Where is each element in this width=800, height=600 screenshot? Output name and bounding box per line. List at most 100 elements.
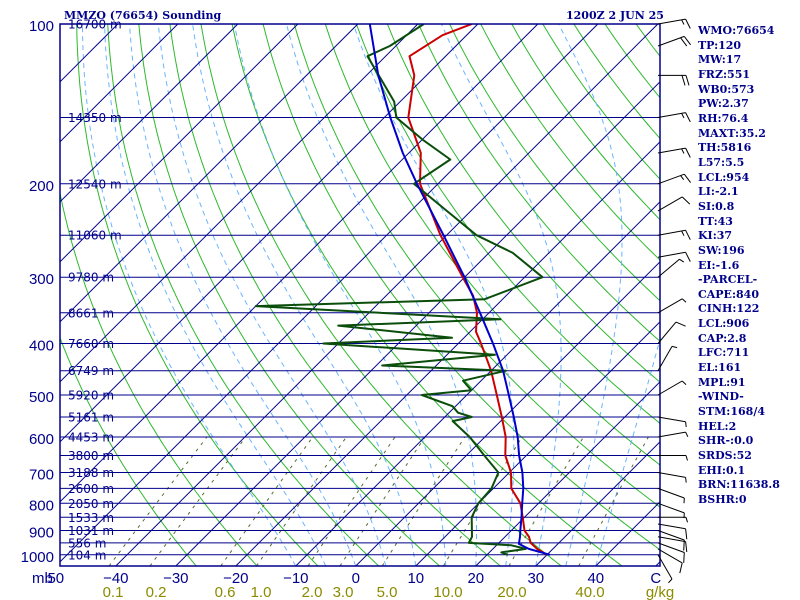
wind-barb-half-flag [680, 175, 685, 181]
mixing-ratio-label: 10.0 [433, 584, 462, 600]
isotherm [535, 441, 660, 566]
dry-adiabat [76, 24, 319, 566]
mixing-ratio-line [578, 436, 649, 566]
mixing-ratio-label: 3.0 [333, 584, 354, 600]
mixing-ratio-line [381, 436, 466, 566]
pressure-tick-label: 700 [29, 467, 54, 484]
wind-barb-staff [657, 416, 686, 423]
height-label: 4453 m [68, 431, 114, 445]
index-entry: MW:17 [698, 53, 742, 67]
index-entry: HEL:2 [698, 419, 737, 433]
wind-barb-half-flag [685, 517, 688, 523]
pressure-tick-label: 600 [29, 431, 54, 448]
wind-barb-staff [657, 173, 685, 185]
wind-barb-staff [657, 431, 686, 438]
wind-barb-staff [657, 380, 683, 396]
dry-adiabat [200, 24, 562, 566]
wind-barb-staff [657, 487, 685, 499]
wind-barb-flag [685, 528, 688, 540]
temperature-tick-label: 10 [407, 570, 424, 587]
wind-barb-staff [657, 536, 686, 543]
height-label: 11060 m [68, 229, 122, 243]
index-entry: CAP:2.8 [698, 331, 747, 345]
wind-barb-flag [683, 552, 685, 563]
index-entry: BSHR:0 [698, 493, 747, 506]
wind-barb-staff [657, 472, 686, 478]
wind-barb-staff [657, 554, 673, 580]
isotherm [60, 24, 599, 563]
index-entry: MAXT:35.2 [698, 126, 766, 140]
index-entry: CAPE:840 [698, 287, 759, 301]
observation-time: 1200Z 2 JUN 25 [566, 9, 664, 22]
wind-barb [657, 487, 685, 504]
mixing-ratio-line [442, 436, 523, 566]
index-entry: SHR-:0.0 [698, 434, 754, 448]
index-entry: STM:168/4 [698, 405, 765, 419]
dry-adiabat [60, 336, 197, 566]
mixing-ratio-label: 2.0 [302, 584, 323, 600]
wind-barb-staff [657, 251, 686, 258]
wind-barb-flag [685, 147, 691, 158]
wind-barb-half-flag [685, 477, 687, 483]
mixing-ratio-line [256, 436, 347, 566]
dry-adiabat [60, 190, 258, 566]
wind-barb-flag [685, 112, 691, 123]
wind-barb-staff [657, 258, 680, 278]
dry-adiabat [169, 24, 501, 566]
wind-barb [657, 431, 689, 438]
isotherm [60, 24, 539, 503]
pressure-tick-label: 300 [29, 271, 54, 288]
wind-barb-staff [657, 35, 685, 47]
isotherm [355, 261, 660, 566]
wind-barb-flag [681, 75, 686, 86]
wind-barb-half-flag [681, 148, 685, 154]
wind-barb-half-flag [668, 578, 673, 584]
moist-adiabat [286, 24, 477, 566]
mixing-ratio-label: 0.2 [146, 584, 167, 600]
wind-barb-flag [679, 562, 683, 574]
wind-barb [657, 112, 691, 123]
height-label: 7660 m [68, 337, 114, 351]
index-entry: L57:5.5 [698, 155, 745, 169]
wind-barb [657, 147, 691, 158]
wind-barb-half-flag [681, 113, 685, 119]
mixing-ratio-line [108, 436, 208, 566]
temperature-tick-label: 50 [47, 570, 64, 587]
index-entry: TP:120 [698, 38, 742, 52]
index-entry: LCL:954 [698, 170, 750, 184]
background-lines [60, 24, 660, 566]
wind-barb [657, 542, 685, 563]
temperature-profile [407, 24, 548, 556]
index-entry: FRZ:551 [698, 67, 751, 81]
dry-adiabat [418, 24, 660, 342]
moist-adiabat [82, 24, 297, 566]
moist-adiabat [129, 24, 357, 566]
wind-barb-half-flag [681, 298, 687, 303]
isotherm [60, 24, 479, 443]
isotherm [295, 201, 660, 566]
isotherm [115, 24, 659, 566]
mixing-ratio-line [307, 436, 396, 566]
mixing-ratio-unit: g/kg [646, 584, 674, 600]
isotherm [235, 141, 660, 566]
wind-barb-half-flag [685, 431, 689, 438]
isotherm [60, 24, 419, 383]
wind-barb [658, 74, 690, 86]
wind-barb-staff [657, 229, 686, 236]
wind-barb [657, 298, 687, 314]
plot-area [60, 24, 660, 566]
wind-barb-staff [657, 542, 685, 553]
wind-barb-half-flag [685, 455, 688, 461]
wind-barb [657, 229, 691, 240]
wind-barb [657, 536, 688, 553]
wind-barb-flag [683, 539, 685, 551]
station-title: MMZO (76654) Sounding [64, 9, 222, 22]
wind-barb-staff [657, 147, 686, 154]
index-entry: EI:-1.6 [698, 258, 740, 272]
isotherm [60, 24, 299, 263]
index-entry: KI:37 [698, 229, 733, 243]
moist-adiabat [440, 24, 562, 566]
wind-barb-flag [675, 321, 686, 327]
wind-barb [657, 548, 683, 574]
wind-barb [657, 472, 687, 483]
